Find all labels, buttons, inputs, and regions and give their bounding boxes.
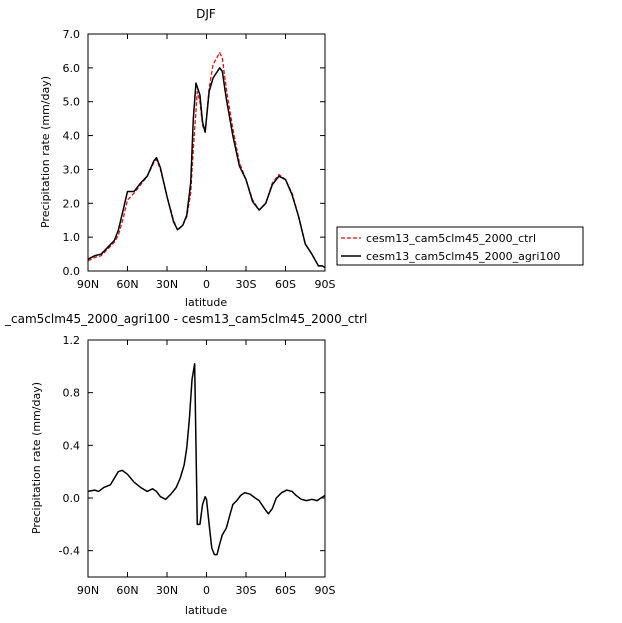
top-series-line-1 bbox=[87, 67, 326, 269]
top-y-tick-label: 1.0 bbox=[63, 231, 81, 244]
bottom-chart-ylabel: Precipitation rate (mm/day) bbox=[30, 382, 43, 534]
top-y-tick-label: 4.0 bbox=[63, 130, 81, 143]
bottom-y-tick-label: 0.4 bbox=[63, 439, 81, 452]
top-x-tick-label: 30N bbox=[156, 278, 178, 291]
top-y-tick-label: 2.0 bbox=[63, 197, 81, 210]
bottom-x-tick-label: 60S bbox=[275, 584, 296, 597]
bottom-x-tick-label: 60N bbox=[116, 584, 138, 597]
bottom-chart: _cam5clm45_2000_agri100 - cesm13_cam5clm… bbox=[4, 312, 367, 617]
top-chart-ylabel: Precipitation rate (mm/day) bbox=[39, 76, 52, 228]
top-chart: DJF 90N 60N 30N 0 30S 60S 90S 0.0 1.0 2.0 3.0 4.0 5.… bbox=[39, 7, 584, 309]
bottom-chart-plot-frame bbox=[87, 339, 326, 578]
legend-label-agri100: cesm13_cam5clm45_2000_agri100 bbox=[366, 250, 560, 263]
top-x-tick-label: 30S bbox=[236, 278, 257, 291]
bottom-x-tick-label: 30N bbox=[156, 584, 178, 597]
top-series-line-0 bbox=[87, 51, 326, 269]
bottom-x-tick-label: 0 bbox=[203, 584, 210, 597]
legend-box bbox=[336, 226, 584, 266]
bottom-series-line-0 bbox=[87, 362, 326, 556]
top-chart-title: DJF bbox=[196, 7, 216, 21]
bottom-y-tick-label: 0.0 bbox=[63, 492, 81, 505]
legend-label-ctrl: cesm13_cam5clm45_2000_ctrl bbox=[366, 232, 536, 245]
top-y-tick-label: 3.0 bbox=[63, 163, 81, 176]
top-x-tick-label: 90S bbox=[315, 278, 336, 291]
top-y-tick-label: 6.0 bbox=[63, 62, 81, 75]
top-y-tick-label: 0.0 bbox=[63, 265, 81, 278]
top-y-tick-label: 5.0 bbox=[63, 96, 81, 109]
bottom-x-tick-label: 90S bbox=[315, 584, 336, 597]
bottom-x-tick-label: 90N bbox=[77, 584, 99, 597]
top-x-tick-label: 60N bbox=[116, 278, 138, 291]
bottom-y-tick-label: -0.4 bbox=[59, 545, 80, 558]
bottom-y-tick-label: 1.2 bbox=[63, 334, 81, 347]
bottom-chart-title: _cam5clm45_2000_agri100 - cesm13_cam5clm… bbox=[4, 312, 367, 326]
top-y-tick-label: 7.0 bbox=[63, 28, 81, 41]
bottom-x-tick-label: 30S bbox=[236, 584, 257, 597]
top-x-tick-label: 60S bbox=[275, 278, 296, 291]
top-chart-plot-frame bbox=[87, 33, 326, 272]
top-chart-xlabel: latitude bbox=[185, 296, 227, 309]
legend: cesm13_cam5clm45_2000_ctrl cesm13_cam5cl… bbox=[336, 226, 584, 266]
top-x-tick-label: 0 bbox=[203, 278, 210, 291]
bottom-chart-xlabel: latitude bbox=[185, 604, 227, 617]
top-x-tick-label: 90N bbox=[77, 278, 99, 291]
bottom-y-tick-label: 0.8 bbox=[63, 387, 81, 400]
